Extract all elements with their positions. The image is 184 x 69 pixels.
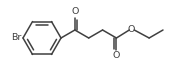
Text: O: O xyxy=(128,26,135,34)
Text: Br: Br xyxy=(11,34,22,43)
Text: O: O xyxy=(113,51,120,61)
Text: O: O xyxy=(71,8,79,16)
